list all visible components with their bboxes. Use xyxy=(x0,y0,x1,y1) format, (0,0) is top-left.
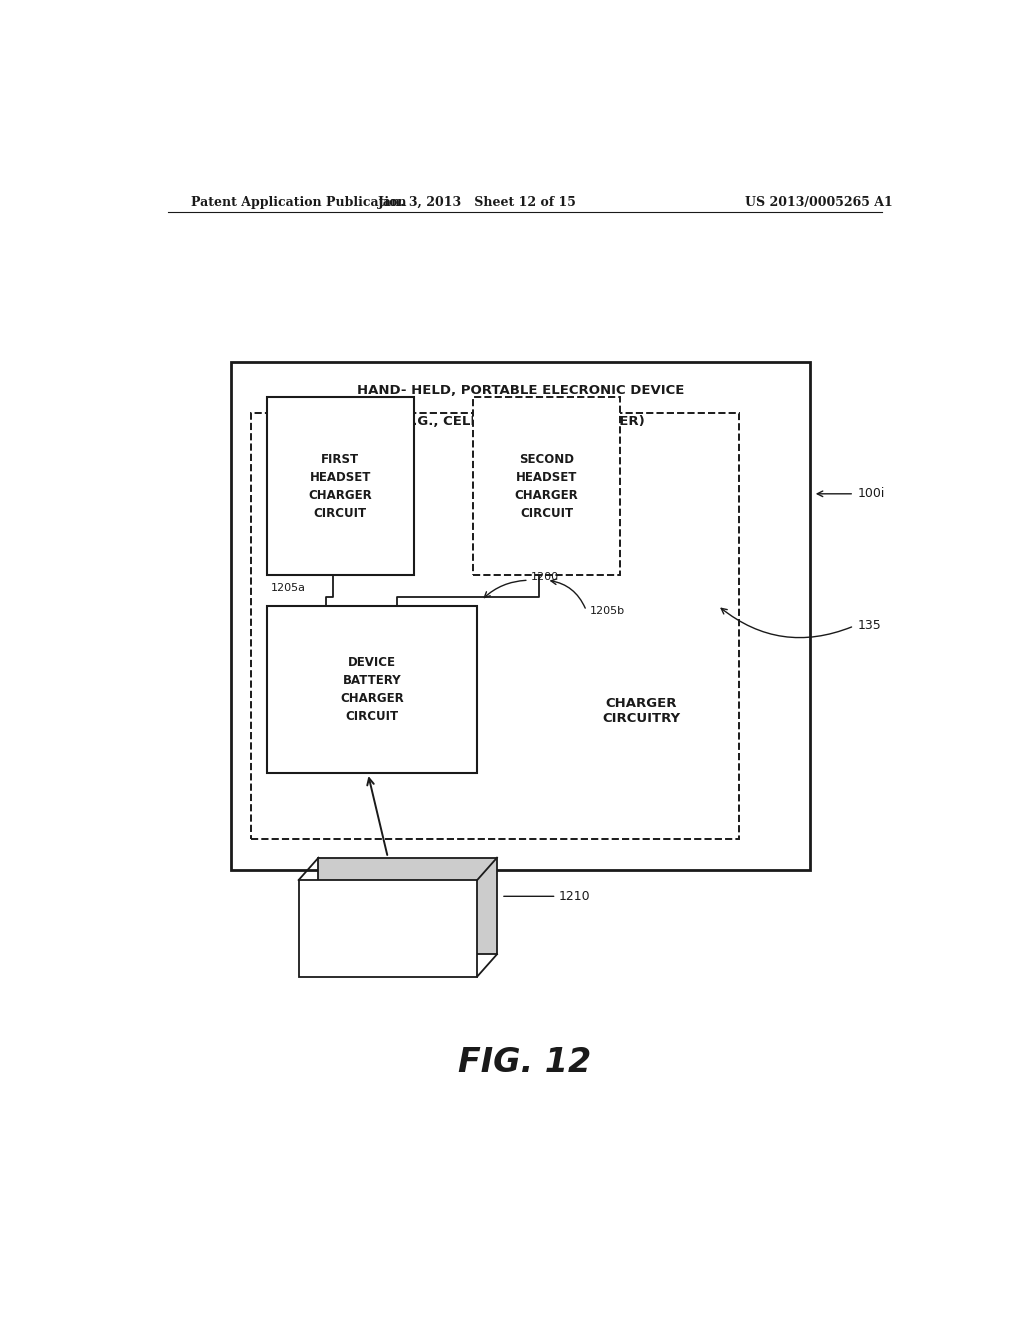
Bar xyxy=(267,397,414,576)
Bar xyxy=(251,413,739,840)
Text: 135: 135 xyxy=(858,619,882,632)
Bar xyxy=(473,397,621,576)
Text: 1200: 1200 xyxy=(531,572,559,582)
Text: (E.G., CELL PHONE, MP3 PLAYER): (E.G., CELL PHONE, MP3 PLAYER) xyxy=(397,414,645,428)
Text: 1205b: 1205b xyxy=(590,606,626,615)
Text: CHARGER
CIRCUITRY: CHARGER CIRCUITRY xyxy=(602,697,681,725)
Text: 1210: 1210 xyxy=(559,890,591,903)
Text: HAND- HELD, PORTABLE ELECRONIC DEVICE: HAND- HELD, PORTABLE ELECRONIC DEVICE xyxy=(357,384,684,397)
Text: DEVICE
BATTERY
CHARGER
CIRCUIT: DEVICE BATTERY CHARGER CIRCUIT xyxy=(340,656,403,723)
Text: BATTERY
CHARGER: BATTERY CHARGER xyxy=(352,913,424,944)
Text: SECOND
HEADSET
CHARGER
CIRCUIT: SECOND HEADSET CHARGER CIRCUIT xyxy=(515,453,579,520)
Bar xyxy=(231,362,811,870)
Text: FIRST
HEADSET
CHARGER
CIRCUIT: FIRST HEADSET CHARGER CIRCUIT xyxy=(308,453,372,520)
Text: FIG. 12: FIG. 12 xyxy=(458,1047,592,1080)
Bar xyxy=(299,880,477,977)
Bar xyxy=(318,858,497,954)
Text: 100i: 100i xyxy=(858,487,886,500)
Text: Patent Application Publication: Patent Application Publication xyxy=(191,195,407,209)
Text: Jan. 3, 2013   Sheet 12 of 15: Jan. 3, 2013 Sheet 12 of 15 xyxy=(378,195,577,209)
Text: US 2013/0005265 A1: US 2013/0005265 A1 xyxy=(744,195,892,209)
Bar xyxy=(267,606,477,774)
Text: 1205a: 1205a xyxy=(270,583,306,593)
